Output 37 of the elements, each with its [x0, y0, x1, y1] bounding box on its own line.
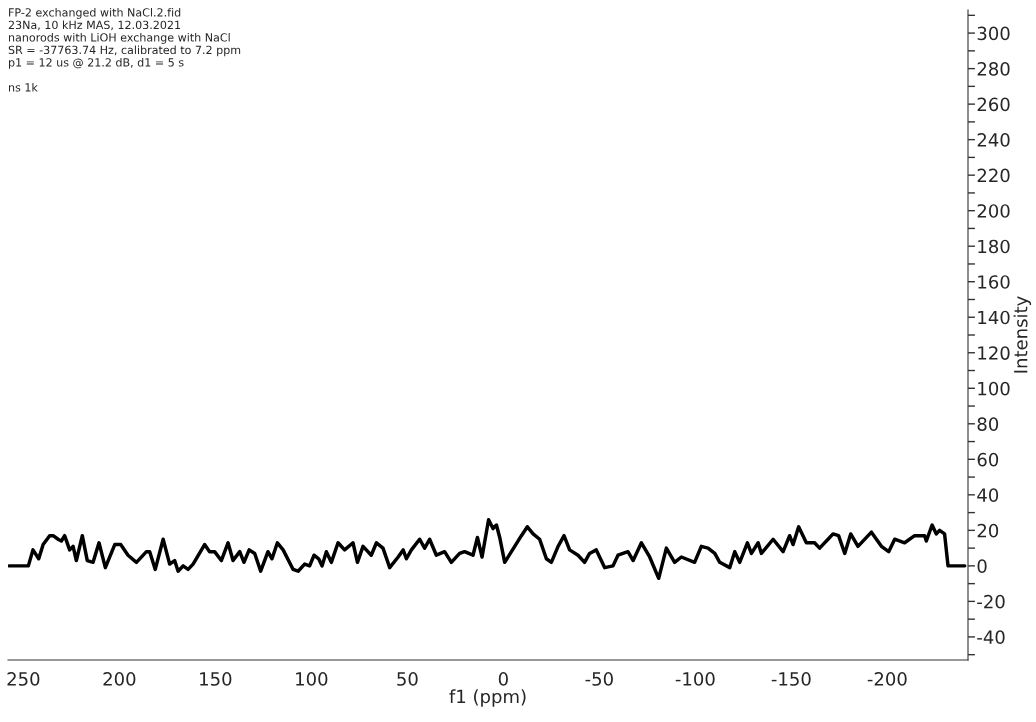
y-tick-label: 240 [977, 133, 1010, 147]
y-tick-label: 100 [978, 381, 1010, 396]
y-tick-label: -20 [977, 594, 1005, 609]
y-tick-label: 20 [977, 523, 999, 538]
y-tick-label: 140 [978, 310, 1010, 325]
y-axis-title: Intensity [1013, 296, 1032, 373]
x-tick-label: -200 [867, 672, 907, 686]
y-tick-label: 300 [977, 26, 1010, 41]
annotation: p1 = 12 us @ 21.2 dB, d1 = 5 s [9, 58, 184, 69]
annotation: ns 1k [9, 83, 38, 92]
y-tick-label: 80 [977, 417, 999, 431]
y-tick-label: 280 [977, 62, 1010, 76]
annotation: nanorods with LiOH exchange with NaCl [9, 33, 230, 44]
y-tick-label: 40 [977, 488, 999, 502]
y-tick-label: 200 [977, 204, 1010, 218]
y-tick-label: 180 [978, 239, 1010, 254]
y-tick-label: 0 [977, 559, 987, 573]
x-tick-label: 250 [7, 672, 40, 686]
x-tick-label: -100 [675, 672, 715, 686]
x-tick-label: 100 [296, 672, 328, 686]
x-tick-label: 0 [498, 672, 508, 686]
annotation: 23Na, 10 kHz MAS, 12.03.2021 [8, 20, 181, 31]
x-tick-label: 50 [397, 672, 418, 686]
line-series [8, 517, 967, 581]
x-tick-label: -50 [585, 672, 613, 686]
x-tick-label: 150 [200, 672, 232, 686]
y-tick-label: 60 [977, 452, 999, 467]
y-tick-label: -40 [977, 630, 1005, 645]
annotation: FP-2 exchanged with NaCl.2.fid [9, 8, 181, 19]
y-tick-label: 260 [977, 97, 1010, 112]
x-tick-label: -150 [771, 672, 811, 686]
y-tick-label: 120 [978, 346, 1010, 360]
y-tick-label: 220 [977, 168, 1010, 183]
annotation: SR = -37763.74 Hz, calibrated to 7.2 ppm [8, 45, 241, 57]
x-axis-title: f1 (ppm) [449, 689, 526, 707]
x-tick-label: 200 [103, 672, 136, 686]
y-tick-label: 160 [978, 275, 1010, 289]
